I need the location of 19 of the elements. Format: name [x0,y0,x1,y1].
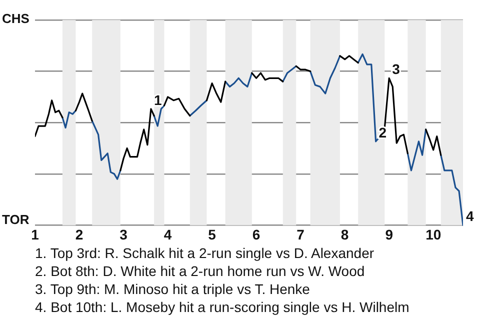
text: 1. Top 3rd: R. Schalk hit a 2-run single vs D. Alexander [35,244,376,262]
text: TOR [2,212,30,228]
x-tick-label: 3 [120,226,128,242]
x-tick-label: 5 [208,226,216,242]
text: 2. Bot 8th: D. White hit a 2-run home run vs W. Wood [35,262,366,280]
x-tick-label: 6 [252,226,260,242]
x-tick-label: 4 [164,226,172,242]
text: 4. Bot 10th: L. Moseby hit a run-scoring single vs H. Wilhelm [35,298,410,316]
x-tick-label: 10 [426,226,442,242]
x-tick-label: 9 [385,226,394,242]
x-tick-label: 1 [31,226,40,242]
annotation: 3 [392,61,400,77]
x-tick-label: 2 [75,226,84,242]
x-tick-label: 8 [340,226,349,242]
text: CHS [2,11,30,26]
annotation: 4 [466,208,474,224]
annotation: 1 [154,92,162,108]
text: 3. Top 9th: M. Minoso hit a triple vs T. Henke [35,280,311,298]
x-tick-label: 7 [296,226,305,242]
